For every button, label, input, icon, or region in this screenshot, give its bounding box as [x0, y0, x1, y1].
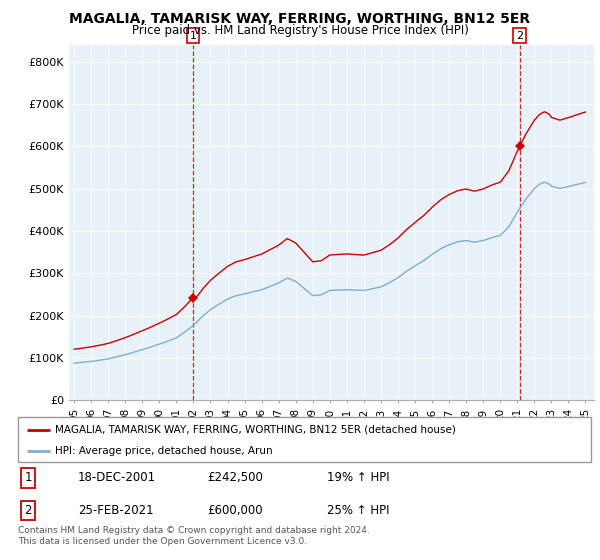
- Text: 1: 1: [190, 31, 196, 41]
- Text: Contains HM Land Registry data © Crown copyright and database right 2024.
This d: Contains HM Land Registry data © Crown c…: [18, 526, 370, 546]
- Text: £600,000: £600,000: [207, 504, 263, 517]
- Text: Price paid vs. HM Land Registry's House Price Index (HPI): Price paid vs. HM Land Registry's House …: [131, 24, 469, 37]
- Text: 2: 2: [25, 504, 32, 517]
- Text: 25% ↑ HPI: 25% ↑ HPI: [328, 504, 390, 517]
- Text: 25-FEB-2021: 25-FEB-2021: [78, 504, 154, 517]
- Text: MAGALIA, TAMARISK WAY, FERRING, WORTHING, BN12 5ER: MAGALIA, TAMARISK WAY, FERRING, WORTHING…: [70, 12, 530, 26]
- Text: £242,500: £242,500: [207, 471, 263, 484]
- Text: 18-DEC-2001: 18-DEC-2001: [78, 471, 156, 484]
- Text: 1: 1: [25, 471, 32, 484]
- Text: MAGALIA, TAMARISK WAY, FERRING, WORTHING, BN12 5ER (detached house): MAGALIA, TAMARISK WAY, FERRING, WORTHING…: [55, 424, 456, 435]
- Text: 19% ↑ HPI: 19% ↑ HPI: [328, 471, 390, 484]
- Text: HPI: Average price, detached house, Arun: HPI: Average price, detached house, Arun: [55, 446, 273, 456]
- Text: 2: 2: [516, 31, 523, 41]
